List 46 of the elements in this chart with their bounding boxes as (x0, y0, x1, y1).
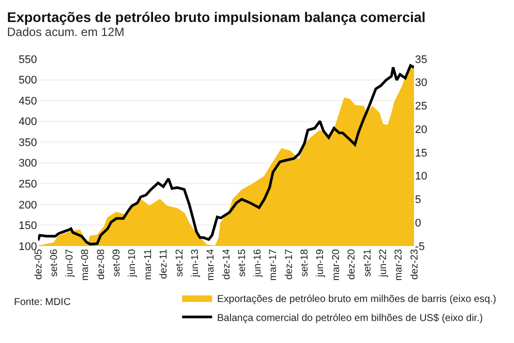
x-tick-label: dez-14 (221, 248, 232, 280)
x-tick-label: jun-13 (190, 248, 201, 278)
x-tick-label: jun-16 (252, 248, 264, 278)
x-tick-label: mar-08 (80, 248, 92, 281)
x-tick-label: dez-23 (409, 248, 420, 280)
x-tick-label: dez-17 (284, 248, 295, 280)
x-tick-label: mar-11 (142, 248, 154, 280)
x-tick-label: mar-14 (206, 248, 217, 281)
source-note: Fonte: MDIC (14, 297, 71, 308)
x-tick-label: jun-10 (127, 248, 138, 278)
y2-tick-label: 5 (415, 194, 422, 206)
x-tick-label: set-09 (112, 248, 123, 277)
x-tick-label: set-12 (174, 248, 186, 277)
x-tick-label: jun-07 (64, 248, 76, 278)
y2-tick-label: 20 (415, 124, 428, 136)
chart-subtitle: Dados acum. em 12M (7, 25, 124, 39)
y2-tick-label: 30 (415, 77, 428, 90)
y-tick-label: 200 (18, 199, 37, 212)
x-tick-label: set-06 (48, 248, 60, 277)
x-tick-label: dez-11 (158, 248, 170, 279)
x-tick-label: jun-22 (378, 248, 389, 278)
x-tick-label: mar-20 (330, 248, 342, 281)
y-tick-label: 400 (18, 116, 37, 128)
chart-title: Exportações de petróleo bruto impulsionam balança comercial (7, 9, 426, 25)
y2-tick-label: 15 (415, 147, 428, 160)
x-tick-label: dez-08 (96, 248, 107, 280)
legend-label: Exportações de petróleo bruto em milhões de barris (eixo esq.) (217, 294, 496, 305)
y-tick-label: 300 (18, 158, 37, 170)
x-tick-label: set-15 (236, 248, 248, 277)
y2-tick-label: 25 (415, 100, 428, 113)
x-tick-label: set-21 (362, 248, 374, 277)
y-tick-label: 150 (18, 220, 37, 232)
x-tick-label: mar-23 (394, 248, 405, 281)
y2-tick-label: 0 (415, 217, 422, 230)
y-tick-label: 350 (18, 136, 37, 149)
y-tick-label: 500 (18, 74, 37, 87)
y-tick-label: 250 (18, 178, 37, 191)
legend-label: Balança comercial do petróleo em bilhões de US$ (eixo dir.) (217, 312, 483, 324)
x-tick-label: jun-19 (315, 248, 326, 278)
y-tick-label: 550 (18, 54, 37, 66)
x-tick-label: dez-20 (346, 248, 358, 280)
y2-tick-label: 35 (415, 54, 428, 66)
y-tick-label: 450 (18, 95, 37, 108)
y2-tick-label: 10 (415, 170, 428, 183)
x-tick-label: mar-17 (268, 248, 280, 281)
x-tick-label: set-18 (300, 248, 311, 277)
